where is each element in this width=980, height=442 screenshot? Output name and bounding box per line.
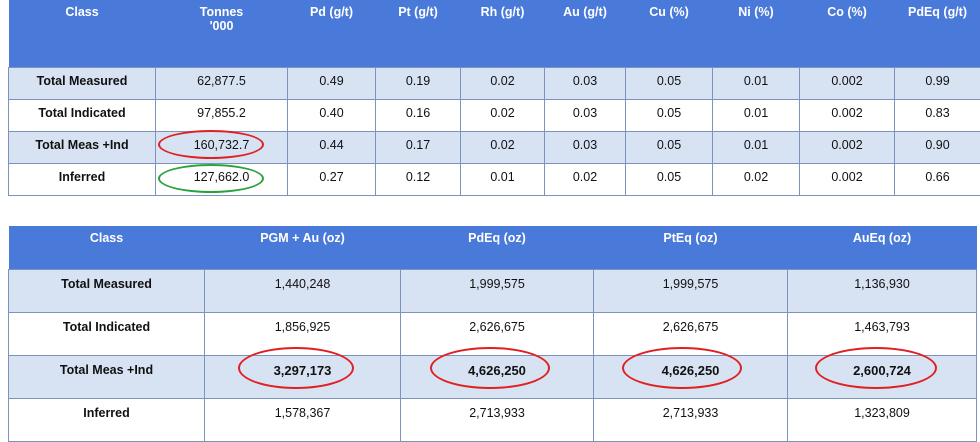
ounces-table-header-pdeq-oz: PdEq (oz): [400, 226, 594, 269]
grade-table-cell: 0.90: [894, 130, 980, 164]
ounces-table-header-aueq-oz: AuEq (oz): [787, 226, 977, 269]
ounces-table-header-class: Class: [8, 226, 205, 269]
grade-table-cell: 0.01: [712, 98, 800, 132]
grade-table-cell: 0.02: [460, 130, 545, 164]
grade-table-row-total-indicated: Total Indicated 97,855.2 0.40 0.16 0.02 0.03 0…: [8, 98, 980, 132]
grade-table-header-pt-g-t: Pt (g/t): [375, 0, 461, 67]
grade-table-cell: 97,855.2: [155, 98, 288, 132]
ounces-table-row-inferred: Inferred 1,578,367 2,713,933 2,713,933 1,323…: [8, 397, 977, 442]
ounces-table-row-label: Total Meas +Ind: [8, 354, 205, 399]
grade-table-row-total-measured: Total Measured 62,877.5 0.49 0.19 0.02 0.03 0.…: [8, 66, 980, 100]
grade-table-cell: 0.83: [894, 98, 980, 132]
ounces-table-cell: 1,856,925: [204, 311, 401, 356]
grade-table-header-rh-g-t: Rh (g/t): [460, 0, 545, 67]
grade-table-cell: 0.05: [625, 66, 713, 100]
ounces-table-header-pteq-oz: PtEq (oz): [593, 226, 788, 269]
grade-table-cell: 0.02: [460, 98, 545, 132]
grade-table-cell: 62,877.5: [155, 66, 288, 100]
ounces-table: Class PGM + Au (oz) PdEq (oz) PtEq (oz) AuEq…: [8, 226, 977, 442]
grade-table-cell: 0.44: [287, 130, 376, 164]
grade-table-header-ni: Ni (%): [712, 0, 800, 67]
grade-table-cell: 0.02: [460, 66, 545, 100]
ounces-table-cell: 1,136,930: [787, 268, 977, 313]
grade-table-row-total-meas-ind: Total Meas +Ind 160,732.7 0.44 0.17 0.02 0.03…: [8, 130, 980, 164]
grade-table-cell: 0.02: [544, 162, 626, 196]
ounces-table-cell: 1,999,575: [400, 268, 594, 313]
grade-table-header-co: Co (%): [799, 0, 895, 67]
grade-table-cell: 0.01: [460, 162, 545, 196]
grade-table-cell: 0.16: [375, 98, 461, 132]
grade-table-cell: 0.002: [799, 98, 895, 132]
ounces-table-row-label: Total Indicated: [8, 311, 205, 356]
grade-table-row-label: Total Meas +Ind: [8, 130, 156, 164]
ounces-table-header-row: Class PGM + Au (oz) PdEq (oz) PtEq (oz) AuEq…: [8, 226, 977, 269]
ounces-table-row-label: Total Measured: [8, 268, 205, 313]
grade-table-cell: 0.66: [894, 162, 980, 196]
ounces-table-row-total-meas-ind: Total Meas +Ind 3,297,173 4,626,250 4,626,2…: [8, 354, 977, 399]
ounces-table-row-total-measured: Total Measured 1,440,248 1,999,575 1,999,57…: [8, 268, 977, 313]
ounces-table-cell: 2,626,675: [400, 311, 594, 356]
grade-table-header-au-g-t: Au (g/t): [544, 0, 626, 67]
grade-table-header-cu: Cu (%): [625, 0, 713, 67]
ounces-table-cell: 2,626,675: [593, 311, 788, 356]
ounces-table-header-pgm-au-oz: PGM + Au (oz): [204, 226, 401, 269]
grade-table-cell: 0.27: [287, 162, 376, 196]
grade-table-cell: 0.03: [544, 98, 626, 132]
ounces-table-cell: 3,297,173: [204, 354, 401, 399]
grade-table-row-label: Inferred: [8, 162, 156, 196]
ounces-table-row-total-indicated: Total Indicated 1,856,925 2,626,675 2,626,6…: [8, 311, 977, 356]
ounces-table-cell: 1,578,367: [204, 397, 401, 442]
grade-table-cell: 0.17: [375, 130, 461, 164]
ounces-table-cell: 1,999,575: [593, 268, 788, 313]
grade-table-header-class: Class: [8, 0, 156, 67]
grade-table-header-row: Class Tonnes '000 Pd (g/t) Pt (g/t) Rh (g/t)…: [8, 0, 980, 67]
grade-table-row-label: Total Indicated: [8, 98, 156, 132]
grade-table-cell: 0.002: [799, 66, 895, 100]
grade-table: Class Tonnes '000 Pd (g/t) Pt (g/t) Rh (g/t)…: [8, 0, 980, 196]
grade-table-header-tonnes-000: Tonnes '000: [155, 0, 288, 67]
ounces-table-cell: 2,600,724: [787, 354, 977, 399]
grade-table-cell: 0.49: [287, 66, 376, 100]
grade-table-cell: 0.01: [712, 66, 800, 100]
grade-table-cell: 0.19: [375, 66, 461, 100]
grade-table-cell: 0.01: [712, 130, 800, 164]
grade-table-header-pd-g-t: Pd (g/t): [287, 0, 376, 67]
grade-table-cell: 0.05: [625, 162, 713, 196]
grade-table-cell: 0.99: [894, 66, 980, 100]
grade-table-cell: 0.40: [287, 98, 376, 132]
grade-table-cell: 127,662.0: [155, 162, 288, 196]
grade-table-cell: 0.03: [544, 130, 626, 164]
ounces-table-cell: 1,463,793: [787, 311, 977, 356]
grade-table-cell: 0.002: [799, 130, 895, 164]
grade-table-cell: 0.002: [799, 162, 895, 196]
grade-table-cell: 0.05: [625, 98, 713, 132]
grade-table-cell: 0.03: [544, 66, 626, 100]
ounces-table-cell: 2,713,933: [593, 397, 788, 442]
ounces-table-cell: 2,713,933: [400, 397, 594, 442]
ounces-table-cell: 1,323,809: [787, 397, 977, 442]
grade-table-row-label: Total Measured: [8, 66, 156, 100]
grade-table-cell: 160,732.7: [155, 130, 288, 164]
grade-table-cell: 0.02: [712, 162, 800, 196]
ounces-table-row-label: Inferred: [8, 397, 205, 442]
ounces-table-cell: 1,440,248: [204, 268, 401, 313]
grade-table-cell: 0.05: [625, 130, 713, 164]
grade-table-cell: 0.12: [375, 162, 461, 196]
ounces-table-cell: 4,626,250: [400, 354, 594, 399]
grade-table-row-inferred: Inferred 127,662.0 0.27 0.12 0.01 0.02 0.05 0.0…: [8, 162, 980, 196]
ounces-table-cell: 4,626,250: [593, 354, 788, 399]
grade-table-header-pdeq-g-t: PdEq (g/t): [894, 0, 980, 67]
